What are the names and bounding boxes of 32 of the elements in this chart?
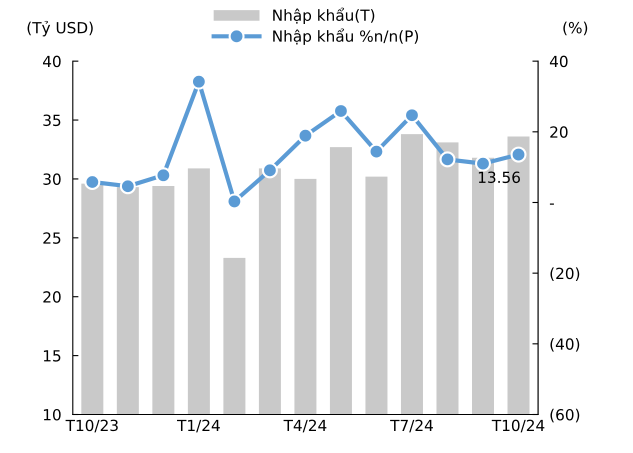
data-label: 13.56	[478, 172, 520, 184]
y-tick-label: 30	[43, 173, 61, 185]
legend-label: Nhập khẩu(T)	[273, 8, 374, 24]
y2-tick-label: (20)	[550, 267, 580, 281]
point	[297, 128, 314, 144]
y2-tick-label: 40	[550, 56, 568, 68]
x-tick-label: T4/24	[284, 420, 326, 432]
y2-axis-title: (%)	[563, 22, 588, 36]
point	[120, 178, 136, 194]
y-tick-label: 15	[44, 350, 60, 362]
point	[475, 156, 491, 172]
y-tick-label: 40	[42, 56, 61, 68]
x-tick-label: T1/24	[177, 420, 220, 432]
point	[404, 107, 420, 124]
x-tick-label: T10/24	[492, 420, 544, 432]
point	[262, 162, 278, 178]
point	[155, 167, 172, 184]
x-tick-label: T10/23	[66, 420, 118, 432]
y2-tick-label: 20	[550, 126, 568, 138]
y-tick-label: 20	[43, 291, 61, 303]
y2-tick-label: (60)	[550, 408, 580, 422]
point	[439, 151, 456, 168]
x-tick-label: T7/24	[390, 420, 433, 432]
y2-tick-label: (40)	[550, 338, 580, 352]
y-axis-title: (Tỷ USD)	[28, 20, 93, 36]
y-tick-label: 25	[43, 232, 60, 244]
point	[510, 146, 527, 163]
y-tick-label: 10	[44, 408, 61, 421]
legend-label: Nhập khẩu %n/n(P)	[273, 28, 418, 45]
point	[84, 174, 100, 190]
y2-tick-label: -	[550, 204, 554, 205]
y-tick-label: 35	[43, 114, 60, 126]
